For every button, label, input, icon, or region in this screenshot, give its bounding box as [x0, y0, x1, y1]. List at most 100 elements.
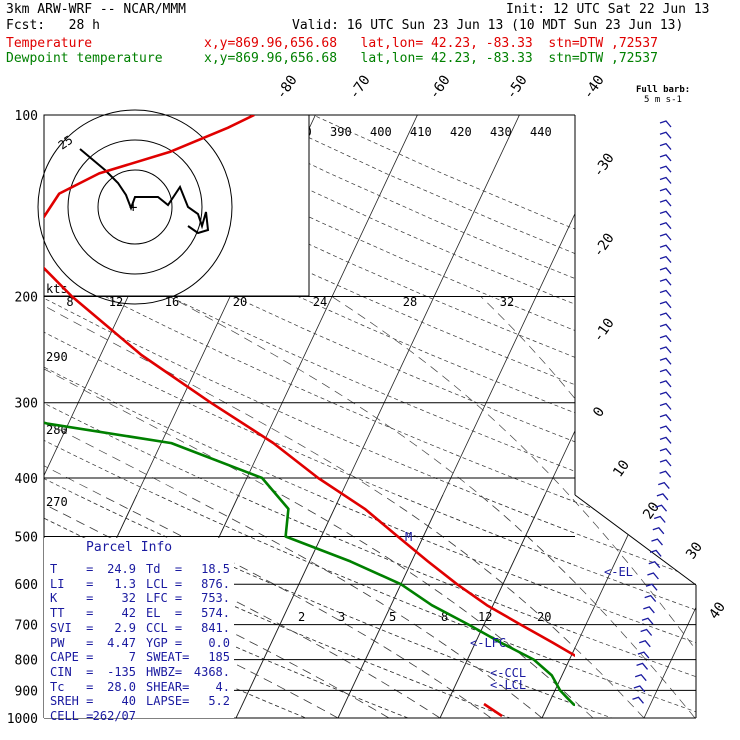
theta-label: 410: [410, 125, 432, 139]
parcel-mark: M: [405, 530, 412, 544]
wind-barb: [641, 617, 654, 625]
mixing-ratio-label: 5: [389, 610, 396, 624]
lcl-marker: <-LCL: [490, 678, 526, 692]
parcel-markers: <-EL <-LFC <-CCL<-LCL M: [405, 530, 633, 718]
temperature-surface-segment: [483, 702, 503, 718]
parcel-param-value: 28.0: [107, 679, 136, 694]
hodograph-ring: [37, 109, 233, 305]
parcel-param-value: 4.: [215, 679, 230, 694]
isotherm-line: [644, 115, 740, 718]
theta-label: 440: [530, 125, 552, 139]
moist-adiabat: [331, 296, 575, 503]
parcel-param-name: HWBZ=: [146, 664, 183, 679]
parcel-info-row: SVI = 2.9 CCL = 841.: [50, 621, 234, 635]
wind-barb: [659, 210, 672, 218]
lfc-marker: <-LFC: [470, 636, 506, 650]
wind-barb: [659, 154, 672, 162]
wind-barb: [659, 233, 672, 241]
wind-barb: [645, 583, 658, 591]
wind-barb: [636, 662, 649, 670]
moist-adiabat: [169, 296, 575, 584]
parcel-info-row: CIN = -135 HWBZ= 4368.: [50, 665, 234, 679]
model-title: 3km ARW-WRF -- NCAR/MMM: [6, 2, 187, 17]
wind-barb: [659, 131, 672, 139]
valid-time: Valid: 16 UTC Sun 23 Jun 13 (10 MDT Sun …: [292, 18, 684, 33]
parcel-info-row: CELL = 262/07: [50, 709, 234, 723]
parcel-param-value: 841.: [201, 620, 230, 635]
moist-adiabat: [480, 296, 575, 400]
wind-barb: [640, 628, 653, 636]
hodograph-ring-label: 20: [233, 295, 247, 309]
moist-adiabat: [598, 297, 740, 719]
parcel-param-value: 876.: [201, 576, 230, 591]
wind-barb: [659, 120, 672, 128]
dry-adiabat: [44, 495, 696, 718]
pressure-label-200: 200: [15, 291, 38, 306]
wind-barb: [659, 312, 672, 320]
parcel-param-value: 32: [121, 591, 136, 606]
wind-barb: [659, 255, 672, 264]
temperature-location: x,y=869.96,656.68 lat,lon= 42.23, -83.33…: [204, 36, 658, 51]
temp-label--80: -80: [273, 72, 301, 102]
moist-adiabat: [44, 495, 645, 718]
ccl-marker: <-CCL: [490, 666, 526, 680]
pressure-label-600: 600: [15, 578, 38, 593]
parcel-param-name: SWEAT=: [146, 650, 190, 665]
theta-label: 420: [450, 125, 472, 139]
wind-barb: [659, 402, 672, 410]
wind-barb: [659, 188, 672, 196]
mixing-ratio-label: 12: [478, 610, 492, 624]
parcel-param-value: 7: [128, 650, 136, 665]
wind-barb: [659, 176, 672, 184]
parcel-param-name: LCL =: [146, 576, 183, 591]
wind-barb: [659, 380, 672, 388]
parcel-info-row: K = 32 LFC = 753.: [50, 591, 234, 605]
temperature-legend: Temperature: [6, 36, 93, 51]
temp-label-40: 40: [706, 599, 729, 622]
el-marker: <-EL: [604, 565, 633, 579]
pressure-label-400: 400: [15, 472, 38, 487]
parcel-param-name: K =: [50, 591, 94, 606]
parcel-param-value: 40: [121, 694, 136, 709]
isotherm-line: [0, 115, 9, 718]
hodograph-ring-label: 24: [313, 295, 327, 309]
parcel-param-name: SHEAR=: [146, 679, 190, 694]
dry-adiabat: [44, 495, 648, 718]
parcel-info-row: CAPE = 7 SWEAT= 185: [50, 650, 234, 664]
parcel-param-name: TT =: [50, 606, 94, 621]
parcel-param-name: LI =: [50, 576, 94, 591]
wind-barb: [659, 165, 672, 173]
wind-barb: [651, 538, 663, 546]
wind-barb: [648, 560, 661, 569]
parcel-param-name: Tc =: [50, 679, 94, 694]
theta-label: 400: [370, 125, 392, 139]
wind-barb: [649, 549, 662, 557]
parcel-param-value: 574.: [201, 606, 230, 621]
wind-barb: [633, 685, 646, 693]
dry-adiabat: [44, 264, 575, 503]
pressure-label-100: 100: [15, 109, 38, 124]
pressure-label-500: 500: [15, 530, 38, 545]
hodograph-box: [43, 114, 310, 297]
hodograph-ring-label: 32: [500, 295, 514, 309]
parcel-param-name: CELL =: [50, 709, 94, 723]
parcel-param-value: 262/07: [92, 709, 136, 723]
dewpoint-location: x,y=869.96,656.68 lat,lon= 42.23, -83.33…: [204, 51, 658, 66]
isotherm-line: [439, 495, 696, 718]
hodograph-trace: [79, 148, 210, 235]
isotherm-line: [643, 495, 696, 718]
pressure-label-900: 900: [15, 684, 38, 699]
parcel-info-row: Tc = 28.0 SHEAR= 4.: [50, 680, 234, 694]
wind-barb: [659, 447, 672, 456]
dewpoint-profile: [44, 421, 575, 707]
parcel-info-row: SREH = 40 LAPSE= 5.2: [50, 694, 234, 708]
mixing-ratio-label: 20: [537, 610, 551, 624]
wind-barb: [655, 504, 668, 512]
parcel-param-name: LAPSE=: [146, 694, 190, 709]
temp-label--60: -60: [426, 72, 454, 102]
wind-barb: [634, 673, 647, 682]
parcel-param-name: SVI =: [50, 620, 94, 635]
theta-label: 390: [330, 125, 352, 139]
parcel-param-name: YGP =: [146, 635, 183, 650]
theta-label: 290: [46, 350, 68, 364]
